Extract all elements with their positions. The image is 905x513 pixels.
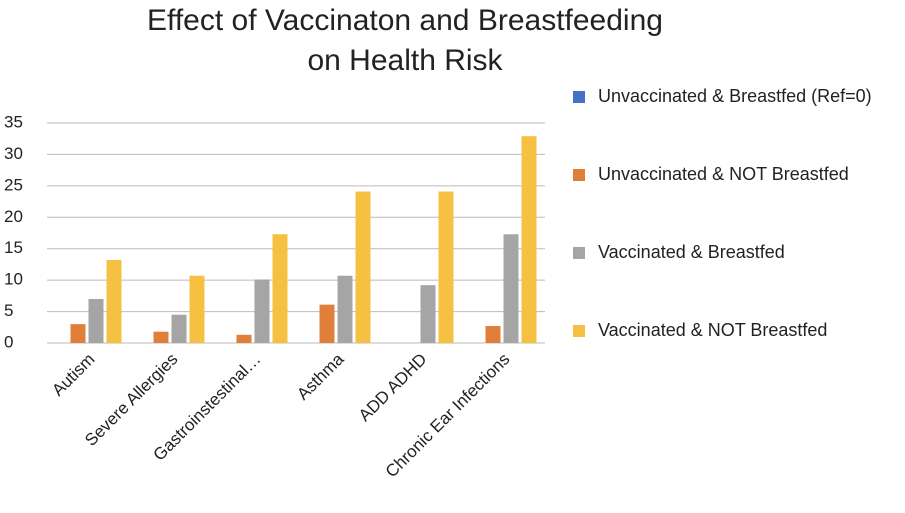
bar — [337, 275, 353, 343]
y-tick-label: 20 — [4, 207, 23, 226]
legend-swatch — [573, 247, 585, 259]
bar — [189, 275, 205, 343]
bar — [272, 234, 288, 343]
y-tick-label: 5 — [4, 301, 13, 320]
bar — [88, 299, 104, 343]
bar — [319, 304, 335, 343]
bar — [171, 314, 187, 343]
bar — [70, 324, 86, 343]
bar — [521, 136, 537, 343]
bar — [355, 191, 371, 343]
x-tick-label: ADD ADHD — [355, 350, 431, 426]
bar — [254, 279, 270, 343]
y-tick-label: 25 — [4, 175, 23, 194]
legend-label: Vaccinated & NOT Breastfed — [598, 320, 827, 340]
bar — [153, 331, 169, 343]
y-tick-label: 10 — [4, 270, 23, 289]
legend-swatch — [573, 325, 585, 337]
chart-title: on Health Risk — [307, 44, 503, 77]
legend-swatch — [573, 169, 585, 181]
legend-label: Vaccinated & Breastfed — [598, 242, 785, 262]
y-tick-label: 30 — [4, 144, 23, 163]
y-tick-label: 15 — [4, 238, 23, 257]
x-tick-label: Autism — [48, 350, 98, 400]
bar — [485, 326, 501, 343]
bar — [236, 334, 252, 343]
legend-label: Unvaccinated & Breastfed (Ref=0) — [598, 86, 872, 106]
chart-title: Effect of Vaccinaton and Breastfeeding — [147, 4, 663, 37]
bar — [438, 191, 454, 343]
legend-swatch — [573, 91, 585, 103]
bar — [106, 260, 122, 343]
y-tick-label: 35 — [4, 112, 23, 131]
bar — [420, 285, 436, 343]
bar — [503, 234, 519, 343]
legend-label: Unvaccinated & NOT Breastfed — [598, 164, 849, 184]
y-tick-label: 0 — [4, 332, 13, 351]
x-tick-label: Asthma — [293, 349, 348, 404]
